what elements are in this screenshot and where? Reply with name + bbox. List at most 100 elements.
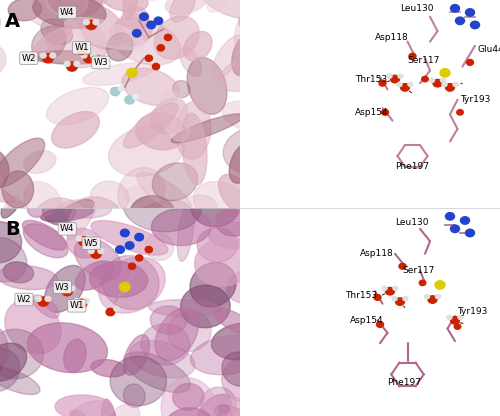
Ellipse shape xyxy=(33,0,106,28)
Circle shape xyxy=(128,263,136,270)
Ellipse shape xyxy=(102,399,121,416)
Ellipse shape xyxy=(176,101,211,159)
Circle shape xyxy=(403,297,408,301)
Ellipse shape xyxy=(180,285,230,328)
Ellipse shape xyxy=(67,401,113,416)
Text: Ser117: Ser117 xyxy=(408,56,440,65)
Text: Glu44: Glu44 xyxy=(478,45,500,54)
Ellipse shape xyxy=(122,7,149,30)
Circle shape xyxy=(450,225,460,233)
Circle shape xyxy=(145,55,152,61)
Text: B: B xyxy=(5,220,20,240)
Circle shape xyxy=(157,45,164,51)
Ellipse shape xyxy=(24,181,62,225)
Ellipse shape xyxy=(129,196,176,235)
Ellipse shape xyxy=(227,269,270,303)
Circle shape xyxy=(62,287,72,296)
Circle shape xyxy=(86,20,97,30)
Circle shape xyxy=(446,84,454,91)
Ellipse shape xyxy=(0,43,6,80)
Circle shape xyxy=(428,296,437,303)
Ellipse shape xyxy=(222,101,277,132)
Ellipse shape xyxy=(218,48,296,92)
Text: W1: W1 xyxy=(74,43,89,52)
Ellipse shape xyxy=(64,201,112,218)
Ellipse shape xyxy=(74,238,122,280)
Text: W4: W4 xyxy=(60,224,74,233)
Ellipse shape xyxy=(108,125,185,176)
Ellipse shape xyxy=(78,5,124,50)
Ellipse shape xyxy=(8,0,42,21)
Circle shape xyxy=(382,109,388,115)
Circle shape xyxy=(93,20,99,25)
Ellipse shape xyxy=(86,37,106,61)
Ellipse shape xyxy=(190,184,240,227)
Ellipse shape xyxy=(22,220,66,250)
Circle shape xyxy=(74,61,80,66)
Ellipse shape xyxy=(130,341,195,378)
Circle shape xyxy=(453,82,458,87)
Ellipse shape xyxy=(172,80,190,98)
Circle shape xyxy=(399,263,406,269)
Ellipse shape xyxy=(165,0,208,15)
Ellipse shape xyxy=(110,18,180,65)
Ellipse shape xyxy=(24,151,56,173)
Ellipse shape xyxy=(27,323,108,373)
Text: Tyr193: Tyr193 xyxy=(460,95,490,104)
Text: Asp118: Asp118 xyxy=(360,249,394,258)
Ellipse shape xyxy=(233,181,280,216)
Ellipse shape xyxy=(114,404,140,416)
Ellipse shape xyxy=(30,51,104,64)
Ellipse shape xyxy=(91,220,168,255)
Circle shape xyxy=(466,229,474,237)
Ellipse shape xyxy=(222,356,278,403)
Circle shape xyxy=(90,53,96,58)
Circle shape xyxy=(436,295,440,299)
Text: Ser117: Ser117 xyxy=(402,266,435,275)
Ellipse shape xyxy=(170,0,195,22)
Ellipse shape xyxy=(154,16,199,59)
Ellipse shape xyxy=(47,0,104,18)
Circle shape xyxy=(74,45,80,50)
Circle shape xyxy=(140,13,148,20)
Ellipse shape xyxy=(55,395,114,416)
Ellipse shape xyxy=(184,31,212,61)
Ellipse shape xyxy=(66,182,101,240)
Text: Phe197: Phe197 xyxy=(395,162,429,171)
Text: Tyr193: Tyr193 xyxy=(458,307,488,317)
Ellipse shape xyxy=(68,197,122,236)
Circle shape xyxy=(379,80,386,86)
Circle shape xyxy=(422,76,428,82)
Ellipse shape xyxy=(240,323,270,348)
Circle shape xyxy=(76,299,87,308)
Circle shape xyxy=(460,217,469,224)
Circle shape xyxy=(125,96,134,104)
Ellipse shape xyxy=(148,300,221,317)
Circle shape xyxy=(154,17,162,25)
Text: W3: W3 xyxy=(55,282,70,292)
Circle shape xyxy=(440,78,446,82)
Circle shape xyxy=(66,62,78,71)
Circle shape xyxy=(466,9,474,16)
Ellipse shape xyxy=(3,262,34,283)
Ellipse shape xyxy=(152,209,211,245)
Ellipse shape xyxy=(2,171,34,208)
Ellipse shape xyxy=(102,0,148,12)
Text: Asp154: Asp154 xyxy=(355,108,388,117)
Ellipse shape xyxy=(232,34,258,76)
Circle shape xyxy=(446,213,454,220)
Text: W4: W4 xyxy=(60,8,74,17)
Ellipse shape xyxy=(124,352,190,393)
Ellipse shape xyxy=(168,311,211,352)
Ellipse shape xyxy=(152,163,198,201)
Ellipse shape xyxy=(122,68,179,105)
Ellipse shape xyxy=(187,57,227,114)
Ellipse shape xyxy=(120,200,192,250)
Ellipse shape xyxy=(54,200,99,229)
Ellipse shape xyxy=(114,14,152,45)
Circle shape xyxy=(457,109,463,115)
Circle shape xyxy=(116,246,124,253)
Ellipse shape xyxy=(244,352,280,381)
Circle shape xyxy=(470,21,480,29)
Ellipse shape xyxy=(198,394,232,416)
